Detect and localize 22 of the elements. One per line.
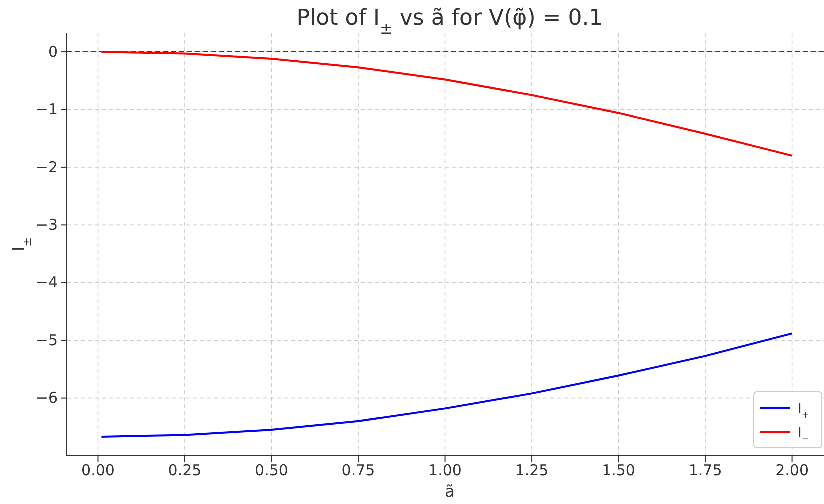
x-tick-label: 1.00 bbox=[428, 462, 462, 480]
x-tick-label: 1.75 bbox=[688, 462, 722, 480]
x-tick-label: 0.50 bbox=[255, 462, 288, 480]
y-tick-label: −6 bbox=[36, 389, 58, 408]
x-tick-label: 0.25 bbox=[168, 462, 202, 480]
legend-label: I$_{+}$ bbox=[798, 402, 810, 421]
line-series bbox=[100, 332, 794, 438]
x-tick-label: 1.25 bbox=[515, 462, 549, 480]
x-tick-label: 2.00 bbox=[776, 462, 809, 480]
y-tick-label: −2 bbox=[36, 158, 58, 176]
legend-label: I$_{−}$ bbox=[798, 426, 810, 445]
x-tick-label: 0.00 bbox=[82, 462, 115, 480]
x-tick-label: 0.75 bbox=[342, 462, 376, 480]
x-tick-label: 1.50 bbox=[602, 462, 636, 480]
x-axis-title: ã bbox=[445, 482, 455, 501]
chart-title: Plot of I$_{±}$ vs ã for V(φ̃) = 0.1 bbox=[296, 6, 604, 38]
y-tick-label: 0 bbox=[48, 42, 58, 61]
y-tick-label: −5 bbox=[36, 331, 58, 350]
y-tick-label: −1 bbox=[36, 100, 58, 119]
line-series bbox=[100, 51, 794, 157]
y-tick-label: −3 bbox=[36, 216, 58, 234]
y-tick-label: −4 bbox=[36, 274, 58, 292]
